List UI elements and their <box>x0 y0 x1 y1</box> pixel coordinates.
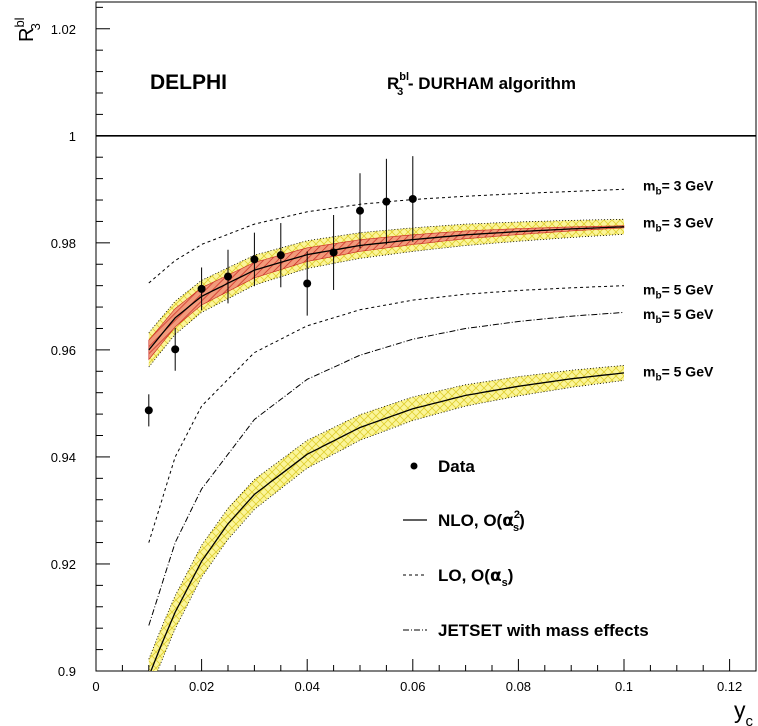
x-tick-label: 0.08 <box>506 679 531 694</box>
curve-label-1: mb= 3 GeV <box>643 215 714 235</box>
curve-label-3: mb= 5 GeV <box>643 306 714 326</box>
band-edge-lower-4 <box>157 380 625 671</box>
data-point <box>224 272 232 281</box>
y-tick-label: 0.92 <box>51 557 76 572</box>
inner-uncertainty-band-1 <box>148 225 625 361</box>
y-tick-label: 0.96 <box>51 343 76 358</box>
legend-label-data: Data <box>438 457 475 476</box>
curve-dashed-2 <box>148 285 625 543</box>
band-edge-upper-4 <box>148 365 625 660</box>
curve-solid-4 <box>150 372 625 671</box>
legend-label-nlo: NLO, O(α2 s) <box>438 509 525 534</box>
data-point <box>356 206 364 215</box>
chart-title: DELPHI <box>150 71 227 94</box>
data-point <box>197 284 206 293</box>
data-point <box>303 279 312 288</box>
y-axis-label: Rbl3 <box>12 17 43 42</box>
x-tick-label: 0.02 <box>189 679 214 694</box>
y-tick-label: 0.9 <box>58 664 76 679</box>
uncertainty-band-1 <box>148 219 625 367</box>
x-tick-label: 0.1 <box>615 679 633 694</box>
curve-label-4: mb= 5 GeV <box>643 363 714 383</box>
data-point <box>382 197 391 206</box>
legend-label-lo: LO, O(αs) <box>438 566 513 589</box>
x-tick-label: 0.06 <box>400 679 425 694</box>
x-tick-label: 0.12 <box>717 679 742 694</box>
x-axis-label: yc <box>734 697 754 726</box>
y-tick-label: 0.94 <box>51 450 76 465</box>
uncertainty-band-4 <box>148 365 624 671</box>
data-point <box>144 406 153 415</box>
data-point <box>329 248 338 257</box>
data-point <box>408 194 417 203</box>
data-point <box>171 345 180 354</box>
data-point <box>276 251 285 260</box>
curve-dashdot-3 <box>148 311 625 626</box>
y-tick-label: 1 <box>69 129 76 144</box>
legend-label-jetset: JETSET with mass effects <box>438 621 649 640</box>
data-point <box>250 255 259 264</box>
plot-frame <box>95 1 757 672</box>
curve-dashed-0 <box>148 188 625 284</box>
x-tick-label: 0.04 <box>295 679 320 694</box>
legend: Data NLO, O(α2 s) LO, O(αs) JETSET with m… <box>403 457 649 640</box>
chart-subtitle: Rbl 3 - DURHAM algorithm <box>387 71 576 98</box>
curve-label-0: mb= 3 GeV <box>643 178 714 198</box>
legend-marker-data <box>410 462 418 470</box>
x-tick-label: 0 <box>92 679 99 694</box>
y-tick-label: 0.98 <box>51 236 76 251</box>
y-tick-label: 1.02 <box>51 22 76 37</box>
curve-label-2: mb= 5 GeV <box>643 281 714 301</box>
